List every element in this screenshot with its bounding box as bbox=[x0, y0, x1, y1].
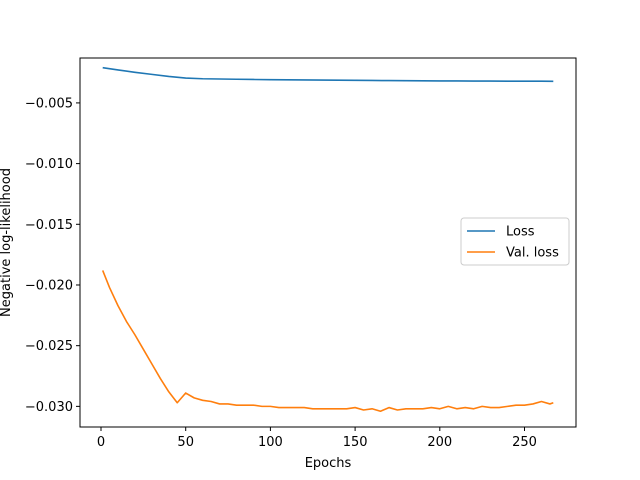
y-tick-label: −0.020 bbox=[25, 278, 73, 293]
x-tick-label: 0 bbox=[97, 435, 105, 450]
x-axis: 0 50 100 150 200 250 bbox=[97, 427, 537, 450]
legend: Loss Val. loss bbox=[460, 217, 570, 266]
x-tick-label: 50 bbox=[177, 435, 194, 450]
y-axis: −0.005 −0.010 −0.015 −0.020 −0.025 −0.030 bbox=[25, 96, 80, 415]
legend-label-1: Loss bbox=[506, 225, 535, 240]
legend-box bbox=[460, 217, 570, 266]
plot-area bbox=[101, 66, 554, 413]
x-axis-label: Epochs bbox=[305, 456, 352, 471]
x-tick-label: 200 bbox=[427, 435, 452, 450]
y-tick-label: −0.005 bbox=[25, 96, 73, 111]
series-line-2 bbox=[101, 270, 554, 413]
y-tick-label: −0.025 bbox=[25, 339, 73, 354]
series-line-1 bbox=[102, 66, 554, 83]
legend-label-2: Val. loss bbox=[506, 246, 559, 261]
axes-frame bbox=[79, 57, 577, 428]
x-tick-label: 150 bbox=[343, 435, 368, 450]
y-axis-label: Negative log-likelihood bbox=[0, 168, 14, 317]
x-tick-label: 250 bbox=[512, 435, 537, 450]
y-tick-label: −0.010 bbox=[25, 157, 73, 172]
y-tick-label: −0.030 bbox=[25, 400, 73, 415]
y-tick-label: −0.015 bbox=[25, 218, 73, 233]
x-tick-label: 100 bbox=[258, 435, 283, 450]
